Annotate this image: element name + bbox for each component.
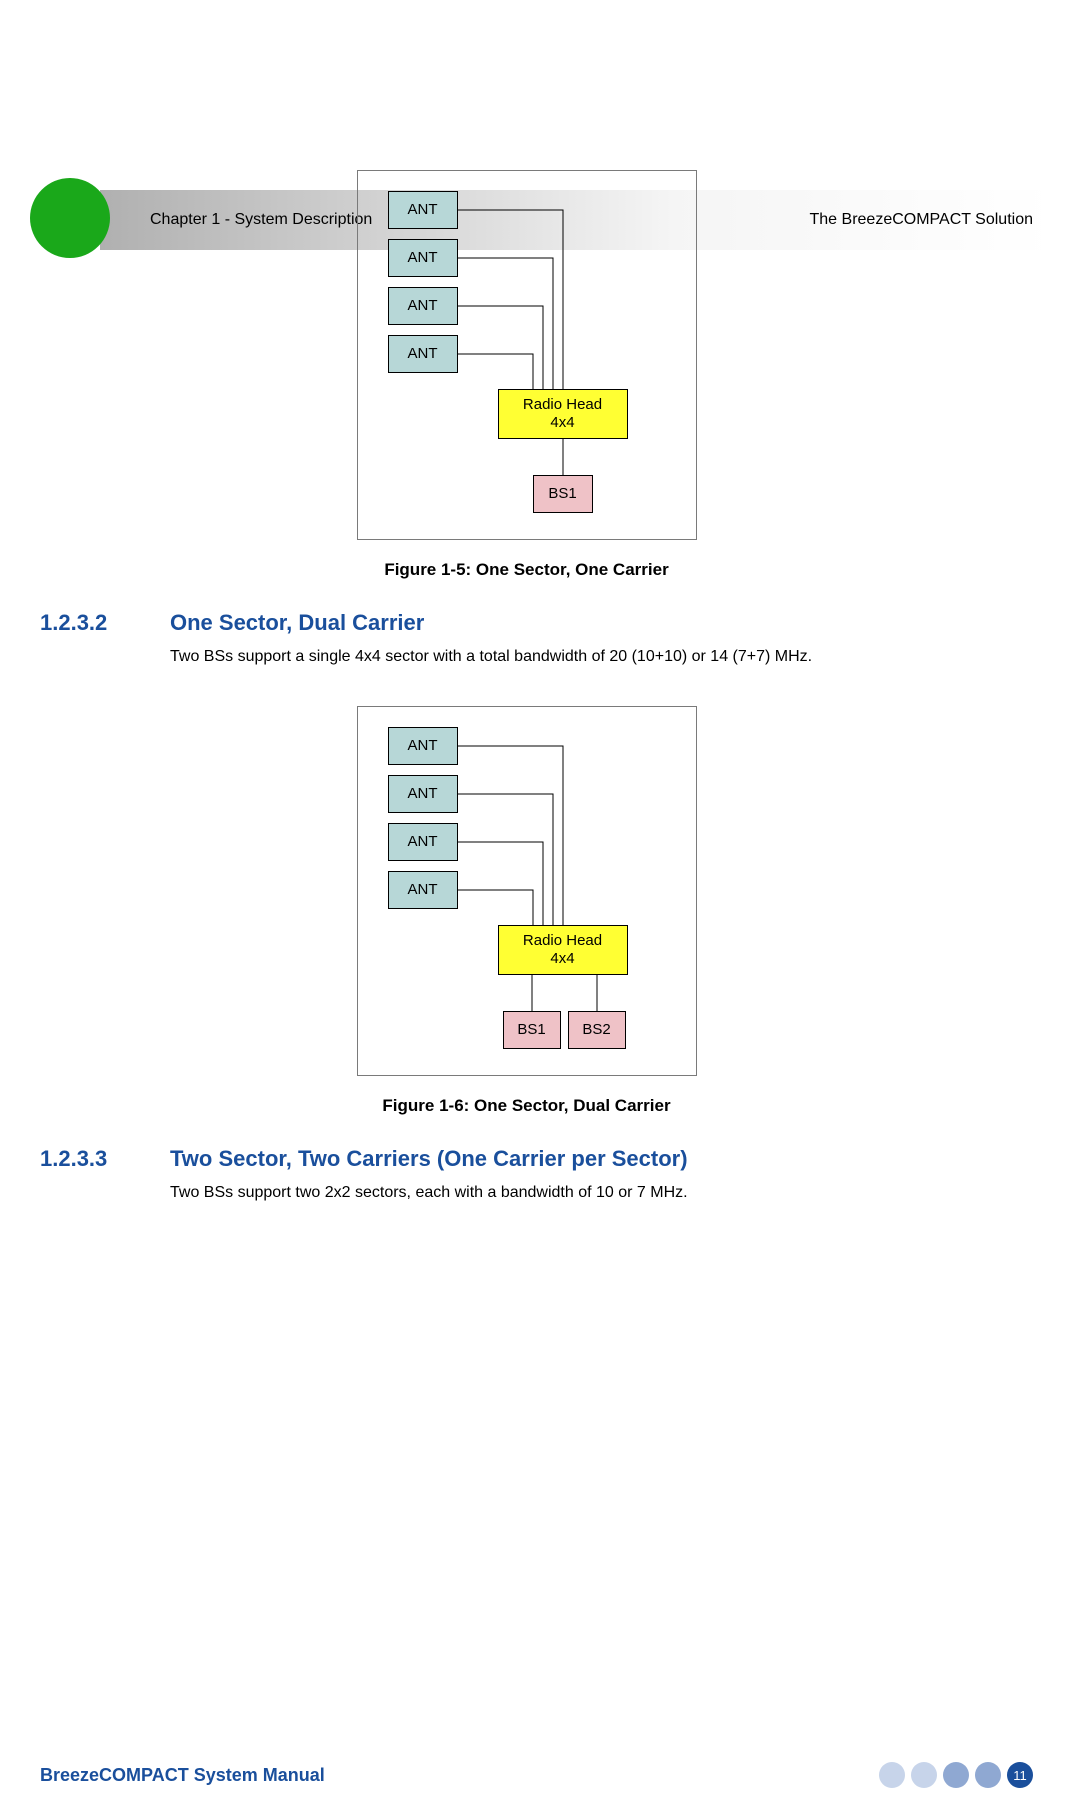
section-title: Two Sector, Two Carriers (One Carrier pe… (170, 1146, 688, 1172)
figure-1-5-diagram: ANT ANT ANT ANT Radio Head4x4 BS1 (357, 170, 697, 540)
diagram-node: ANT (388, 727, 458, 765)
diagram-node: ANT (388, 775, 458, 813)
diagram-node: BS1 (533, 475, 593, 513)
figure-1-5-caption: Figure 1-5: One Sector, One Carrier (40, 560, 1013, 580)
diagram-node: BS2 (568, 1011, 626, 1049)
header-circle-icon (30, 178, 110, 258)
figure-1-6-diagram: ANT ANT ANT ANT Radio Head4x4 BS1BS2 (357, 706, 697, 1076)
section-1-2-3-3-body: Two BSs support two 2x2 sectors, each wi… (170, 1184, 1013, 1202)
diagram-node: ANT (388, 823, 458, 861)
diagram-node: ANT (388, 191, 458, 229)
section-1-2-3-2-body: Two BSs support a single 4x4 sector with… (170, 648, 1013, 666)
section-1-2-3-3-heading: 1.2.3.3 Two Sector, Two Carriers (One Ca… (40, 1146, 1013, 1172)
footer-page-number: 11 (1007, 1762, 1033, 1788)
section-1-2-3-2-heading: 1.2.3.2 One Sector, Dual Carrier (40, 610, 1013, 636)
footer-dot-icon (879, 1762, 905, 1788)
diagram-node: ANT (388, 287, 458, 325)
footer-dot-icon (911, 1762, 937, 1788)
diagram-node: ANT (388, 239, 458, 277)
footer-dot-icon (943, 1762, 969, 1788)
footer-dots: 11 (879, 1762, 1033, 1788)
footer-manual-title: BreezeCOMPACT System Manual (40, 1765, 325, 1786)
footer-dot-icon (975, 1762, 1001, 1788)
footer: BreezeCOMPACT System Manual 11 (40, 1762, 1033, 1788)
diagram-node: ANT (388, 335, 458, 373)
diagram-node: ANT (388, 871, 458, 909)
diagram-node: Radio Head4x4 (498, 925, 628, 975)
header-solution: The BreezeCOMPACT Solution (810, 211, 1034, 229)
diagram-node: BS1 (503, 1011, 561, 1049)
section-number: 1.2.3.2 (40, 610, 170, 636)
figure-1-6-caption: Figure 1-6: One Sector, Dual Carrier (40, 1096, 1013, 1116)
diagram-node: Radio Head4x4 (498, 389, 628, 439)
section-title: One Sector, Dual Carrier (170, 610, 424, 636)
header-chapter: Chapter 1 - System Description (150, 211, 372, 229)
section-number: 1.2.3.3 (40, 1146, 170, 1172)
